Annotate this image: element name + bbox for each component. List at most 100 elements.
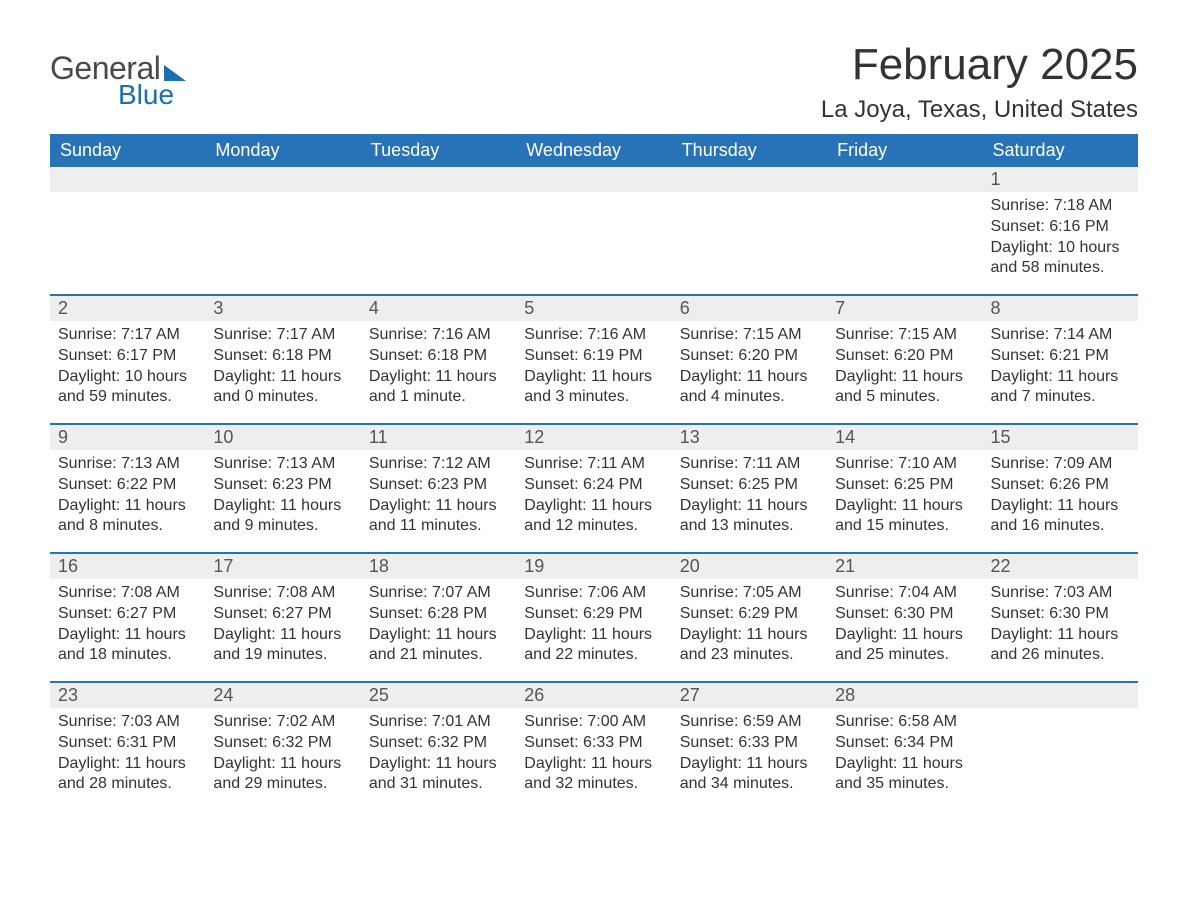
day-daylight1: Daylight: 11 hours [524,754,663,775]
calendar-cell: 24Sunrise: 7:02 AMSunset: 6:32 PMDayligh… [205,683,360,811]
day-sunrise: Sunrise: 7:15 AM [835,325,974,346]
day-daylight1: Daylight: 11 hours [835,496,974,517]
day-daylight2: and 3 minutes. [524,387,663,408]
calendar-week-row: 2Sunrise: 7:17 AMSunset: 6:17 PMDaylight… [50,296,1138,424]
day-sunset: Sunset: 6:34 PM [835,733,974,754]
day-daylight2: and 28 minutes. [58,774,197,795]
day-sunrise: Sunrise: 6:58 AM [835,712,974,733]
day-daylight1: Daylight: 11 hours [213,496,352,517]
day-sunset: Sunset: 6:25 PM [680,475,819,496]
day-daylight2: and 4 minutes. [680,387,819,408]
day-daylight2: and 7 minutes. [991,387,1130,408]
day-sunset: Sunset: 6:33 PM [680,733,819,754]
day-daylight2: and 25 minutes. [835,645,974,666]
day-body: Sunrise: 7:17 AMSunset: 6:17 PMDaylight:… [50,321,205,414]
calendar-cell: 11Sunrise: 7:12 AMSunset: 6:23 PMDayligh… [361,425,516,553]
calendar-cell [983,683,1138,811]
day-body: Sunrise: 7:06 AMSunset: 6:29 PMDaylight:… [516,579,671,672]
day-sunrise: Sunrise: 7:00 AM [524,712,663,733]
day-body: Sunrise: 7:05 AMSunset: 6:29 PMDaylight:… [672,579,827,672]
day-sunrise: Sunrise: 7:05 AM [680,583,819,604]
day-daylight2: and 34 minutes. [680,774,819,795]
empty-day-strip [50,167,205,192]
day-sunrise: Sunrise: 7:16 AM [369,325,508,346]
day-body: Sunrise: 7:13 AMSunset: 6:22 PMDaylight:… [50,450,205,543]
day-sunset: Sunset: 6:33 PM [524,733,663,754]
day-sunrise: Sunrise: 7:07 AM [369,583,508,604]
day-daylight1: Daylight: 11 hours [991,625,1130,646]
day-body: Sunrise: 7:07 AMSunset: 6:28 PMDaylight:… [361,579,516,672]
calendar-cell: 25Sunrise: 7:01 AMSunset: 6:32 PMDayligh… [361,683,516,811]
day-daylight2: and 32 minutes. [524,774,663,795]
day-sunset: Sunset: 6:16 PM [991,217,1130,238]
day-number: 17 [205,554,360,579]
day-sunset: Sunset: 6:32 PM [369,733,508,754]
day-sunset: Sunset: 6:19 PM [524,346,663,367]
calendar-cell: 1Sunrise: 7:18 AMSunset: 6:16 PMDaylight… [983,167,1138,295]
day-sunrise: Sunrise: 7:11 AM [524,454,663,475]
day-number: 18 [361,554,516,579]
empty-day-strip [672,167,827,192]
day-body: Sunrise: 7:08 AMSunset: 6:27 PMDaylight:… [205,579,360,672]
day-sunset: Sunset: 6:23 PM [369,475,508,496]
day-number: 28 [827,683,982,708]
day-sunset: Sunset: 6:30 PM [991,604,1130,625]
title-block: February 2025 La Joya, Texas, United Sta… [821,40,1138,124]
day-daylight2: and 5 minutes. [835,387,974,408]
calendar-cell: 21Sunrise: 7:04 AMSunset: 6:30 PMDayligh… [827,554,982,682]
day-sunset: Sunset: 6:22 PM [58,475,197,496]
day-daylight1: Daylight: 11 hours [213,625,352,646]
day-sunrise: Sunrise: 7:18 AM [991,196,1130,217]
calendar-week-row: 1Sunrise: 7:18 AMSunset: 6:16 PMDaylight… [50,167,1138,295]
weekday-tuesday: Tuesday [361,134,516,167]
day-sunrise: Sunrise: 7:15 AM [680,325,819,346]
day-sunrise: Sunrise: 7:03 AM [58,712,197,733]
weekday-sunday: Sunday [50,134,205,167]
calendar-cell: 20Sunrise: 7:05 AMSunset: 6:29 PMDayligh… [672,554,827,682]
calendar-cell: 5Sunrise: 7:16 AMSunset: 6:19 PMDaylight… [516,296,671,424]
day-number: 9 [50,425,205,450]
day-number: 11 [361,425,516,450]
day-body: Sunrise: 6:58 AMSunset: 6:34 PMDaylight:… [827,708,982,801]
day-sunrise: Sunrise: 7:06 AM [524,583,663,604]
day-body: Sunrise: 7:10 AMSunset: 6:25 PMDaylight:… [827,450,982,543]
calendar-cell: 14Sunrise: 7:10 AMSunset: 6:25 PMDayligh… [827,425,982,553]
day-daylight2: and 13 minutes. [680,516,819,537]
calendar-cell: 6Sunrise: 7:15 AMSunset: 6:20 PMDaylight… [672,296,827,424]
calendar-cell [361,167,516,295]
logo: General Blue [50,50,186,111]
calendar-cell [205,167,360,295]
day-sunrise: Sunrise: 6:59 AM [680,712,819,733]
day-number: 14 [827,425,982,450]
logo-word-blue: Blue [118,79,186,111]
calendar-cell: 17Sunrise: 7:08 AMSunset: 6:27 PMDayligh… [205,554,360,682]
day-sunrise: Sunrise: 7:17 AM [213,325,352,346]
day-number: 4 [361,296,516,321]
day-daylight2: and 58 minutes. [991,258,1130,279]
day-sunrise: Sunrise: 7:16 AM [524,325,663,346]
day-number: 6 [672,296,827,321]
calendar-cell [827,167,982,295]
day-body: Sunrise: 7:04 AMSunset: 6:30 PMDaylight:… [827,579,982,672]
day-number: 12 [516,425,671,450]
day-number: 27 [672,683,827,708]
calendar-cell: 16Sunrise: 7:08 AMSunset: 6:27 PMDayligh… [50,554,205,682]
day-daylight1: Daylight: 11 hours [213,754,352,775]
day-sunrise: Sunrise: 7:17 AM [58,325,197,346]
day-daylight1: Daylight: 11 hours [524,496,663,517]
calendar-week-row: 16Sunrise: 7:08 AMSunset: 6:27 PMDayligh… [50,554,1138,682]
day-daylight2: and 22 minutes. [524,645,663,666]
day-sunset: Sunset: 6:30 PM [835,604,974,625]
day-number: 25 [361,683,516,708]
day-body: Sunrise: 7:15 AMSunset: 6:20 PMDaylight:… [827,321,982,414]
day-number: 2 [50,296,205,321]
calendar-cell [50,167,205,295]
calendar-cell: 7Sunrise: 7:15 AMSunset: 6:20 PMDaylight… [827,296,982,424]
day-daylight1: Daylight: 11 hours [369,367,508,388]
calendar-cell: 18Sunrise: 7:07 AMSunset: 6:28 PMDayligh… [361,554,516,682]
day-body: Sunrise: 7:01 AMSunset: 6:32 PMDaylight:… [361,708,516,801]
day-sunset: Sunset: 6:31 PM [58,733,197,754]
day-sunrise: Sunrise: 7:04 AM [835,583,974,604]
day-number: 24 [205,683,360,708]
day-body: Sunrise: 7:09 AMSunset: 6:26 PMDaylight:… [983,450,1138,543]
